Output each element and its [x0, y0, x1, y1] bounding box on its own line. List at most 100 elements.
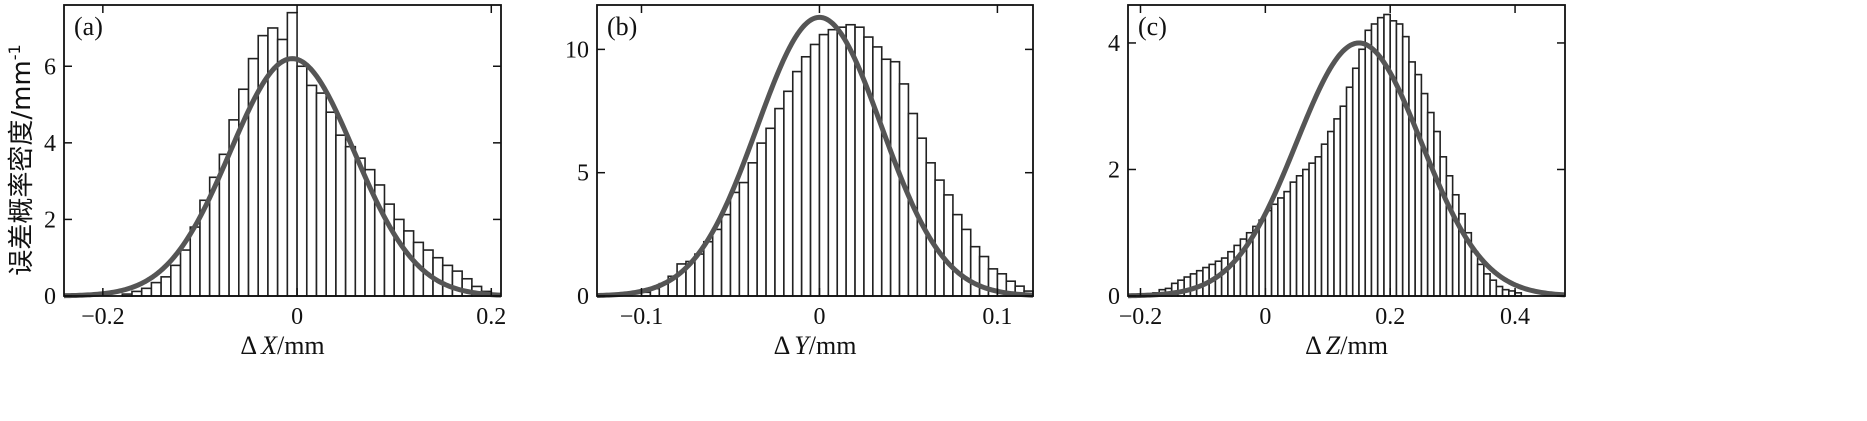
x-tick-label: 0.2: [1375, 304, 1405, 330]
ylabel-superscript: -1: [5, 44, 24, 60]
histogram-bar: [765, 127, 776, 297]
histogram-bar: [189, 226, 201, 297]
histogram-bar: [836, 26, 847, 297]
x-axis-title-variable: Z: [1326, 331, 1341, 360]
panel-label-a: (a): [74, 12, 103, 41]
x-axis-title-unit: /mm: [809, 331, 857, 360]
x-axis-title-unit: /mm: [1340, 331, 1388, 360]
histogram-bar: [1414, 73, 1423, 297]
histogram-bar: [1383, 13, 1391, 297]
histogram-bar: [756, 142, 767, 297]
panel-label-c: (c): [1138, 12, 1167, 41]
x-axis-title: Δ X/mm: [240, 331, 324, 360]
histogram-bar: [863, 36, 874, 297]
histogram-bar: [889, 60, 901, 297]
y-tick-label: 6: [44, 54, 56, 80]
histogram-bar: [961, 228, 972, 297]
histogram-bar: [1227, 250, 1235, 297]
histogram-bar: [344, 145, 357, 297]
histogram-bar: [818, 33, 830, 297]
histogram-bar: [160, 276, 172, 297]
x-axis-title-variable: Y: [794, 331, 811, 360]
y-tick-label: 0: [1108, 284, 1120, 310]
histogram-bar: [934, 179, 945, 297]
histogram-bar: [1426, 111, 1435, 297]
x-tick-label: −0.2: [81, 304, 125, 330]
histogram-bar: [1364, 29, 1373, 297]
histogram-bar: [791, 70, 803, 297]
histogram-bar: [1289, 181, 1298, 297]
histogram-bar: [1470, 250, 1479, 297]
x-axis-title-delta: Δ: [240, 331, 257, 360]
panel-b: −0.1 0 0.1 0 5 10 (b) Δ Y/mm: [565, 4, 1034, 360]
histogram-bar: [738, 181, 750, 297]
histogram-bar: [276, 38, 289, 297]
histogram-bar: [1308, 162, 1317, 297]
histogram-bar: [335, 134, 347, 297]
y-tick-label: 5: [577, 161, 589, 187]
histogram-bar: [1395, 23, 1404, 297]
histogram-bar: [170, 264, 182, 297]
y-tick-label: 4: [1108, 31, 1120, 57]
histogram-bar: [1476, 263, 1485, 297]
histogram-bar: [1483, 273, 1491, 297]
histogram-bar: [845, 23, 856, 297]
x-tick-label: 0: [813, 304, 825, 330]
histogram-bar: [800, 55, 812, 297]
histogram-bar: [1401, 35, 1410, 297]
histogram-bar: [1189, 273, 1198, 297]
histogram-bar: [1420, 92, 1429, 297]
histogram-bar: [809, 43, 821, 297]
histogram-bar: [1283, 190, 1292, 297]
histogram-bar: [315, 92, 327, 297]
histogram-bar: [783, 90, 794, 297]
histogram-bar: [1333, 118, 1342, 297]
histogram-bar: [1302, 168, 1310, 297]
plot-frame: [63, 4, 502, 297]
histogram-bar: [1489, 279, 1498, 297]
y-tick-label: 2: [1108, 157, 1120, 183]
y-tick-label: 0: [44, 284, 56, 310]
y-tick-label: 0: [577, 284, 589, 310]
x-axis-title-variable: X: [260, 331, 278, 360]
histogram-bar: [305, 84, 318, 297]
x-axis-title-delta: Δ: [1305, 331, 1322, 360]
histogram-bar: [179, 249, 192, 297]
histogram-bar: [1339, 105, 1348, 297]
panel-label-b: (b): [607, 12, 637, 41]
x-axis-title-delta: Δ: [774, 331, 791, 360]
fit-curve: [63, 56, 502, 299]
histogram-bar: [403, 230, 415, 297]
histogram-bar: [1314, 156, 1323, 297]
histogram-bar: [1326, 130, 1335, 297]
histogram-bar: [952, 213, 963, 297]
panel-a: −0.2 0 0.2 0 2 4 6 (a) Δ X/mm: [44, 4, 506, 360]
histogram-bar: [140, 287, 153, 297]
histogram-bar: [1258, 219, 1267, 297]
x-tick-label: −0.1: [620, 304, 664, 330]
histogram-bar: [1358, 48, 1367, 297]
x-axis-title: Δ Z/mm: [1305, 331, 1388, 360]
x-tick-label: 0.2: [476, 304, 506, 330]
histogram-bar: [1320, 143, 1329, 297]
ylabel-main: 误差概率密度/mm: [7, 60, 37, 275]
x-tick-label: −0.2: [1119, 304, 1163, 330]
x-tick-label: 0.1: [982, 304, 1012, 330]
histogram-bar: [1495, 285, 1504, 297]
histogram-bar: [1433, 130, 1441, 297]
histogram-bar: [1220, 257, 1229, 297]
histogram-bar: [1445, 175, 1454, 297]
plot-frame: [596, 4, 1034, 297]
histogram-bar: [943, 194, 954, 297]
x-tick-label: 0: [291, 304, 303, 330]
histogram-bar: [441, 264, 454, 297]
histogram-bar: [774, 107, 785, 297]
histogram-bar: [296, 65, 308, 297]
histogram-bar: [702, 240, 714, 297]
histogram-bar: [1439, 156, 1448, 297]
histogram-bar: [872, 46, 883, 297]
fit-curve: [1127, 40, 1566, 299]
y-tick-label: 4: [44, 131, 56, 157]
